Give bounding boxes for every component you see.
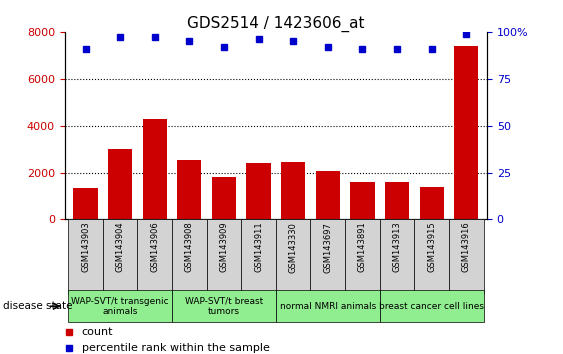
Text: percentile rank within the sample: percentile rank within the sample	[82, 343, 270, 353]
Text: WAP-SVT/t transgenic
animals: WAP-SVT/t transgenic animals	[72, 297, 169, 316]
Bar	[449, 219, 484, 294]
Bar	[316, 171, 340, 219]
Bar	[385, 182, 409, 219]
Bar	[281, 162, 305, 219]
Bar	[350, 182, 374, 219]
Text: GSM143904: GSM143904	[115, 222, 124, 272]
Bar	[310, 219, 345, 294]
Bar	[242, 219, 276, 294]
Bar	[247, 163, 271, 219]
Text: GSM143908: GSM143908	[185, 222, 194, 273]
Bar	[172, 219, 207, 294]
Text: GSM143330: GSM143330	[289, 222, 298, 273]
Text: GSM143697: GSM143697	[323, 222, 332, 273]
Text: GSM143891: GSM143891	[358, 222, 367, 273]
Bar	[414, 219, 449, 294]
Bar	[207, 219, 242, 294]
Bar	[345, 219, 379, 294]
Bar	[379, 290, 484, 322]
Bar	[68, 290, 172, 322]
Bar	[454, 46, 479, 219]
Text: WAP-SVT/t breast
tumors: WAP-SVT/t breast tumors	[185, 297, 263, 316]
Text: GSM143913: GSM143913	[392, 222, 401, 273]
Text: count: count	[82, 327, 113, 337]
Text: GSM143911: GSM143911	[254, 222, 263, 272]
Bar	[419, 187, 444, 219]
Bar	[379, 219, 414, 294]
Bar	[177, 160, 202, 219]
Bar	[276, 290, 379, 322]
Text: GSM143906: GSM143906	[150, 222, 159, 273]
Text: normal NMRI animals: normal NMRI animals	[280, 302, 376, 311]
Bar	[137, 219, 172, 294]
Bar	[276, 219, 310, 294]
Bar	[103, 219, 137, 294]
Text: disease state: disease state	[3, 301, 72, 311]
Bar	[142, 119, 167, 219]
Bar	[172, 290, 276, 322]
Title: GDS2514 / 1423606_at: GDS2514 / 1423606_at	[187, 16, 365, 32]
Bar	[108, 149, 132, 219]
Text: GSM143915: GSM143915	[427, 222, 436, 272]
Text: breast cancer cell lines: breast cancer cell lines	[379, 302, 484, 311]
Bar	[73, 188, 97, 219]
Bar	[68, 219, 103, 294]
Text: GSM143903: GSM143903	[81, 222, 90, 273]
Text: GSM143916: GSM143916	[462, 222, 471, 273]
Text: GSM143909: GSM143909	[220, 222, 229, 272]
Bar	[212, 177, 236, 219]
